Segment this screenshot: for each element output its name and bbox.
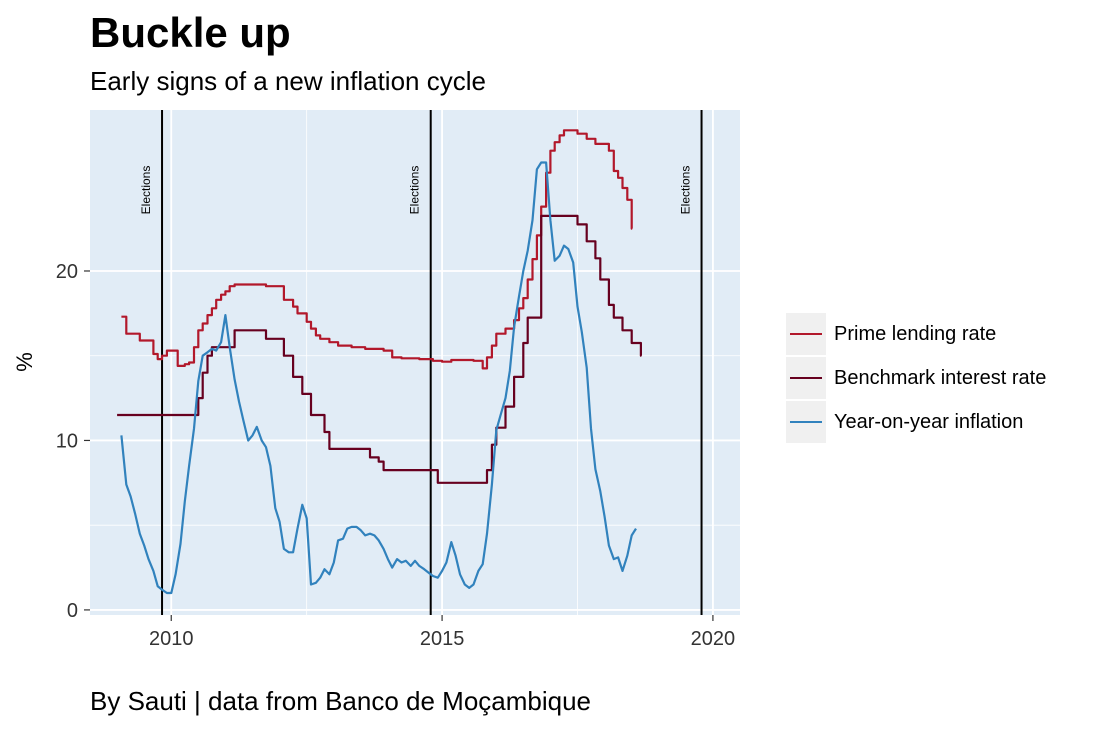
y-tick-label: 0 [67, 600, 78, 622]
legend-key-benchmark [786, 357, 826, 399]
inflation-line [120, 161, 637, 595]
legend-item-prime: Prime lending rate [786, 312, 1046, 356]
plot-panel [90, 110, 740, 615]
legend-label-benchmark: Benchmark interest rate [834, 366, 1047, 389]
legend-item-inflation: Year-on-year inflation [786, 400, 1046, 444]
legend-item-benchmark: Benchmark interest rate [786, 356, 1046, 400]
chart-subtitle: Early signs of a new inflation cycle [90, 66, 486, 96]
prime-lending-rate-line [121, 129, 633, 370]
y-axis-label: % [12, 352, 37, 372]
series-layer [117, 129, 642, 595]
election-label: Elections [408, 166, 422, 215]
y-tick-label: 20 [56, 261, 78, 283]
y-tick-label: 10 [56, 430, 78, 452]
election-lines: Elections Elections Elections [139, 110, 703, 615]
legend-key-prime [786, 313, 826, 355]
axes: 2010 2015 2020 0 10 20 [56, 261, 735, 650]
x-tick-label: 2010 [149, 628, 194, 650]
legend: Prime lending rate Benchmark interest ra… [786, 312, 1046, 444]
legend-label-inflation: Year-on-year inflation [834, 410, 1024, 433]
legend-key-inflation [786, 401, 826, 443]
gridlines [90, 110, 740, 615]
chart-caption: By Sauti | data from Banco de Moçambique [90, 686, 592, 716]
x-tick-label: 2015 [420, 628, 465, 650]
benchmark-interest-rate-line [117, 214, 642, 484]
chart-title: Buckle up [90, 9, 291, 56]
election-label: Elections [679, 166, 693, 215]
x-tick-label: 2020 [691, 628, 736, 650]
legend-label-prime: Prime lending rate [834, 322, 997, 345]
election-label: Elections [139, 166, 153, 215]
